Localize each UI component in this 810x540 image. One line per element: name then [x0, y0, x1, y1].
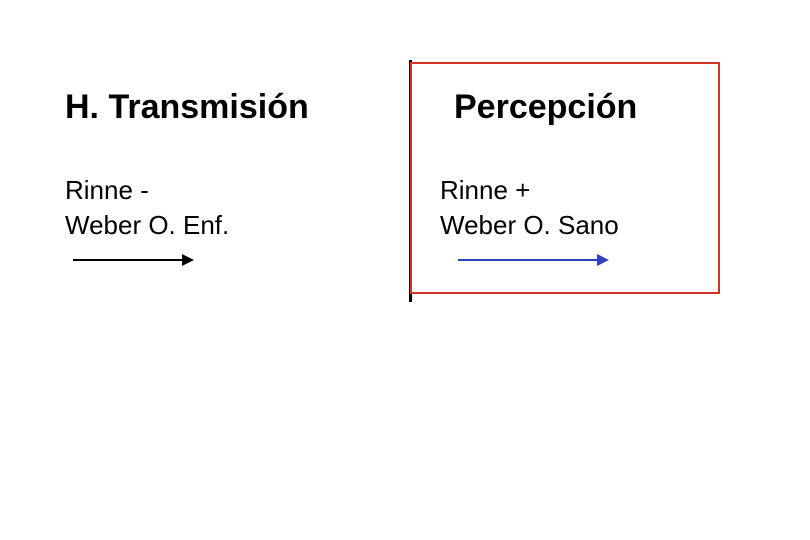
left-line1: Rinne - [65, 173, 390, 208]
left-column: H. Transmisión Rinne - Weber O. Enf. [65, 88, 410, 267]
arrow-right-icon [182, 254, 194, 266]
right-column: Percepción Rinne + Weber O. Sano [410, 88, 745, 267]
right-line2: Weber O. Sano [440, 208, 745, 243]
left-arrow [65, 253, 390, 267]
right-line1: Rinne + [440, 173, 745, 208]
arrow-right-icon [597, 254, 609, 266]
right-arrow [440, 253, 745, 267]
left-title: H. Transmisión [65, 88, 390, 127]
right-title: Percepción [440, 88, 745, 127]
left-arrow-line [73, 259, 183, 261]
left-line2: Weber O. Enf. [65, 208, 390, 243]
diagram-container: H. Transmisión Rinne - Weber O. Enf. Per… [65, 88, 745, 267]
right-arrow-line [458, 259, 598, 261]
columns-wrapper: H. Transmisión Rinne - Weber O. Enf. Per… [65, 88, 745, 267]
